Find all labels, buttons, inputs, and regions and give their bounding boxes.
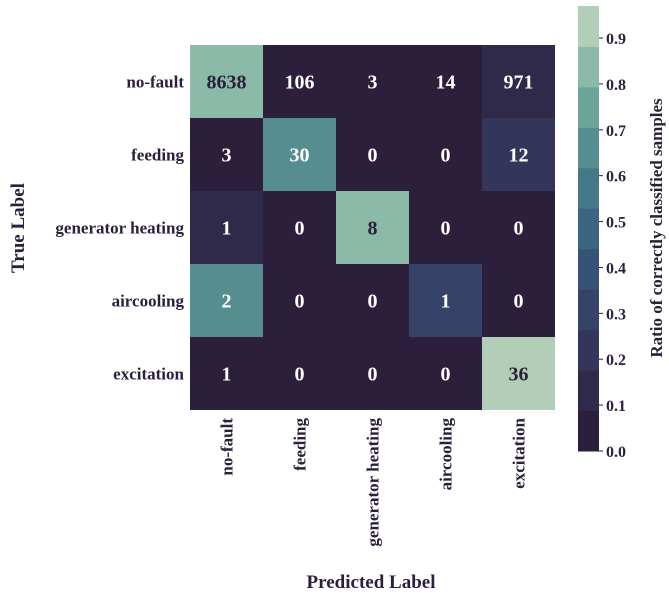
heatmap-cell [409,264,482,337]
cell-value-label: 12 [509,145,529,167]
cell-value-label: 3 [368,72,378,94]
cell-value-label: 1 [222,364,232,386]
colorbar-tick-label: 0.9 [606,31,626,48]
colorbar-tick-label: 0.2 [606,352,626,369]
y-tick-labels: no-fault feeding generator heating aircooli… [55,73,184,384]
cell-value-label: 1 [441,291,451,313]
cell-value-label: 0 [295,291,305,313]
colorbar-segment [578,127,599,169]
colorbar-tick-label: 0.8 [606,77,626,94]
heatmap-cell [482,264,555,337]
colorbar-segment [578,370,599,412]
cell-value-label: 0 [295,218,305,240]
heatmap-cell [263,337,336,410]
y-tick-label: generator heating [55,219,184,238]
y-tick-label: excitation [113,365,184,384]
heatmap-cell [263,118,336,191]
heatmap-cell [263,264,336,337]
cell-value-label: 8638 [207,72,247,94]
colorbar-segment [578,86,599,128]
colorbar-segment [578,46,599,88]
heatmap-cell [482,45,555,118]
cell-value-label: 14 [436,72,456,94]
y-tick-label: no-fault [126,73,184,92]
cell-value-label: 0 [441,145,451,167]
colorbar-tick-label: 0.3 [606,306,626,323]
heatmap-cell [482,118,555,191]
heatmap-cell [190,264,263,337]
heatmap-cell [409,45,482,118]
colorbar [578,6,599,452]
colorbar-label: Ratio of correctly classified samples [647,98,666,358]
colorbar-tick-label: 0.1 [606,398,626,415]
y-tick-label: aircooling [112,292,185,311]
heatmap-cell [190,191,263,264]
colorbar-segment [578,329,599,371]
cell-value-label: 106 [285,72,315,94]
cell-value-label: 0 [441,364,451,386]
x-tick-label: excitation [510,417,529,488]
colorbar-tick-label: 0.0 [606,444,626,461]
colorbar-segment [578,289,599,331]
cell-value-label: 0 [368,291,378,313]
cell-value-label: 2 [222,291,232,313]
cell-value-label: 8 [368,218,378,240]
x-tick-label: feeding [291,418,310,471]
heatmap-cell [409,337,482,410]
x-tick-label: no-fault [218,418,237,476]
x-tick-label: aircooling [437,418,456,491]
cell-value-label: 0 [441,218,451,240]
cell-value-label: 0 [368,364,378,386]
heatmap-cell [482,191,555,264]
colorbar-segment [578,208,599,250]
heatmap-cell [336,337,409,410]
cell-value-label: 36 [509,364,529,386]
heatmap-cell [409,191,482,264]
heatmap-cell [263,191,336,264]
y-axis-label: True Label [8,183,29,273]
heatmap-cell [336,118,409,191]
cell-value-label: 0 [295,364,305,386]
cell-value-label: 1 [222,218,232,240]
heatmap-cell [190,337,263,410]
cell-value-label: 0 [514,291,524,313]
heatmap-cell [190,118,263,191]
colorbar-segment [578,248,599,290]
colorbar-tick-label: 0.7 [606,123,626,140]
heatmap-cell [336,45,409,118]
x-tick-labels: no-fault feeding generator heating aircooli… [218,417,529,546]
colorbar-segment [578,410,599,452]
cell-value-label: 3 [222,145,232,167]
cell-value-label: 0 [514,218,524,240]
heatmap-cell [263,45,336,118]
colorbar-tick-label: 0.4 [606,260,626,277]
cell-value-label: 30 [290,145,310,167]
colorbar-segment [578,167,599,209]
colorbar-tick-label: 0.6 [606,169,626,186]
cell-value-label: 0 [368,145,378,167]
heatmap-cell [190,45,263,118]
heatmap-cell [409,118,482,191]
heatmap-cell [336,264,409,337]
heatmap-cells [190,45,555,410]
heatmap-cell [482,337,555,410]
colorbar-segment [578,6,599,47]
colorbar-tick-labels: 0.0 0.1 0.2 0.3 0.4 0.5 0.6 0.7 0.8 0.9 [599,31,626,461]
x-tick-label: generator heating [364,418,383,547]
x-axis-label: Predicted Label [307,572,436,593]
y-tick-label: feeding [131,146,184,165]
heatmap-cell [336,191,409,264]
cell-value-label: 971 [504,72,534,94]
colorbar-tick-label: 0.5 [606,215,626,232]
